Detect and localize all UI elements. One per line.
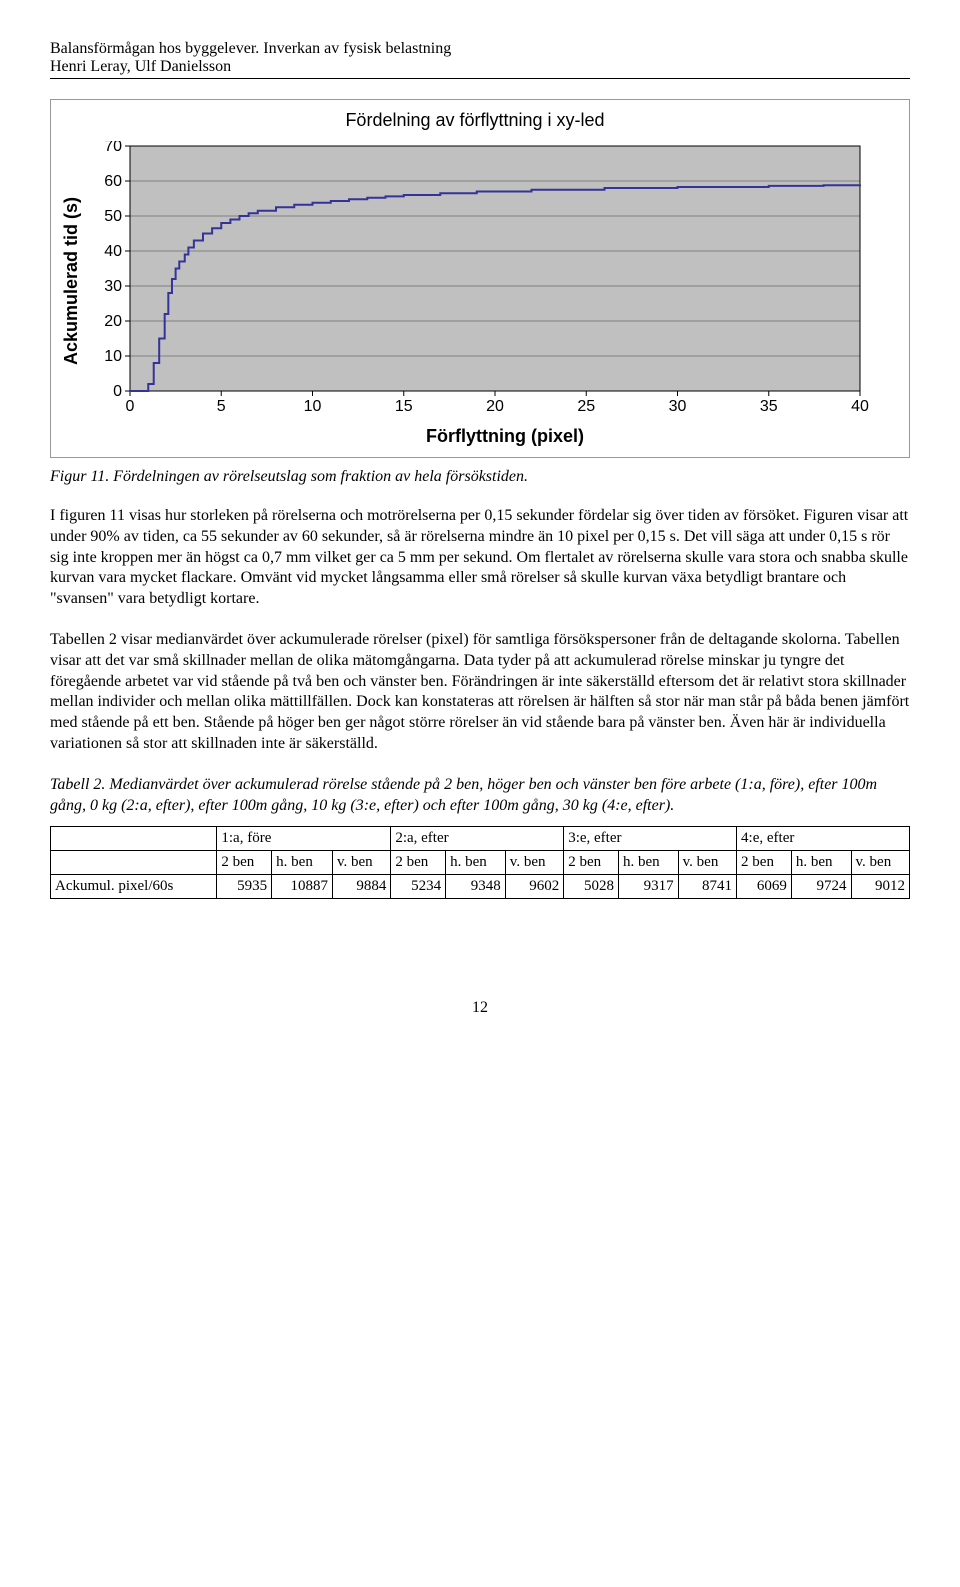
table-group-header: 3:e, efter xyxy=(564,827,737,851)
table-sub-header: v. ben xyxy=(678,851,736,875)
table-group-header: 1:a, före xyxy=(217,827,391,851)
table-sub-header: h. ben xyxy=(272,851,333,875)
svg-text:0: 0 xyxy=(113,383,122,400)
svg-text:70: 70 xyxy=(104,141,122,155)
svg-text:25: 25 xyxy=(577,398,595,415)
y-axis-label: Ackumulerad tid (s) xyxy=(61,197,82,365)
table-cell: 10887 xyxy=(272,875,333,899)
table-group-header-row: 1:a, före 2:a, efter 3:e, efter 4:e, eft… xyxy=(51,827,910,851)
figure-caption: Figur 11. Fördelningen av rörelseutslag … xyxy=(50,468,910,486)
table-cell: 9317 xyxy=(618,875,678,899)
svg-text:35: 35 xyxy=(760,398,778,415)
svg-text:0: 0 xyxy=(126,398,135,415)
table-cell: 9724 xyxy=(791,875,851,899)
page-number: 12 xyxy=(50,999,910,1017)
paragraph-2: Tabellen 2 visar medianvärdet över ackum… xyxy=(50,630,910,755)
table-cell: 9884 xyxy=(332,875,390,899)
table-caption: Tabell 2. Medianvärdet över ackumulerad … xyxy=(50,775,910,817)
table-group-header: 2:a, efter xyxy=(391,827,564,851)
svg-text:60: 60 xyxy=(104,173,122,190)
table-sub-header: 2 ben xyxy=(564,851,619,875)
table-cell: 5028 xyxy=(564,875,619,899)
paragraph-1: I figuren 11 visas hur storleken på röre… xyxy=(50,506,910,610)
svg-text:50: 50 xyxy=(104,208,122,225)
data-table: 1:a, före 2:a, efter 3:e, efter 4:e, eft… xyxy=(50,826,910,899)
svg-text:5: 5 xyxy=(217,398,226,415)
table-cell: 6069 xyxy=(737,875,792,899)
table-cell: 9012 xyxy=(851,875,909,899)
table-cell: 5234 xyxy=(391,875,446,899)
svg-text:40: 40 xyxy=(851,398,869,415)
chart-title: Fördelning av förflyttning i xy-led xyxy=(61,110,889,131)
svg-text:10: 10 xyxy=(104,348,122,365)
table-sub-header: v. ben xyxy=(332,851,390,875)
chart-svg: 0 5 10 15 20 25 30 35 40 0 10 20 30 40 50 60 70 xyxy=(90,141,870,421)
svg-text:30: 30 xyxy=(669,398,687,415)
x-axis-label: Förflyttning (pixel) xyxy=(121,426,889,447)
svg-text:20: 20 xyxy=(486,398,504,415)
table-cell: 5935 xyxy=(217,875,272,899)
table-sub-header-row: 2 ben h. ben v. ben 2 ben h. ben v. ben … xyxy=(51,851,910,875)
table-data-row: Ackumul. pixel/60s 5935 10887 9884 5234 … xyxy=(51,875,910,899)
table-empty-cell xyxy=(51,827,217,851)
svg-text:40: 40 xyxy=(104,243,122,260)
table-sub-header: v. ben xyxy=(851,851,909,875)
table-row-label: Ackumul. pixel/60s xyxy=(51,875,217,899)
header-authors: Henri Leray, Ulf Danielsson xyxy=(50,58,910,76)
chart-container: Fördelning av förflyttning i xy-led Acku… xyxy=(50,99,910,458)
table-cell: 9348 xyxy=(446,875,506,899)
table-empty-cell xyxy=(51,851,217,875)
header-title: Balansförmågan hos byggelever. Inverkan … xyxy=(50,40,910,58)
table-sub-header: v. ben xyxy=(505,851,563,875)
svg-text:15: 15 xyxy=(395,398,413,415)
svg-text:10: 10 xyxy=(304,398,322,415)
table-sub-header: h. ben xyxy=(618,851,678,875)
table-sub-header: 2 ben xyxy=(737,851,792,875)
table-sub-header: 2 ben xyxy=(391,851,446,875)
svg-text:30: 30 xyxy=(104,278,122,295)
table-group-header: 4:e, efter xyxy=(737,827,910,851)
table-sub-header: 2 ben xyxy=(217,851,272,875)
table-cell: 9602 xyxy=(505,875,563,899)
page-header: Balansförmågan hos byggelever. Inverkan … xyxy=(50,40,910,79)
table-cell: 8741 xyxy=(678,875,736,899)
table-sub-header: h. ben xyxy=(446,851,506,875)
table-sub-header: h. ben xyxy=(791,851,851,875)
svg-text:20: 20 xyxy=(104,313,122,330)
